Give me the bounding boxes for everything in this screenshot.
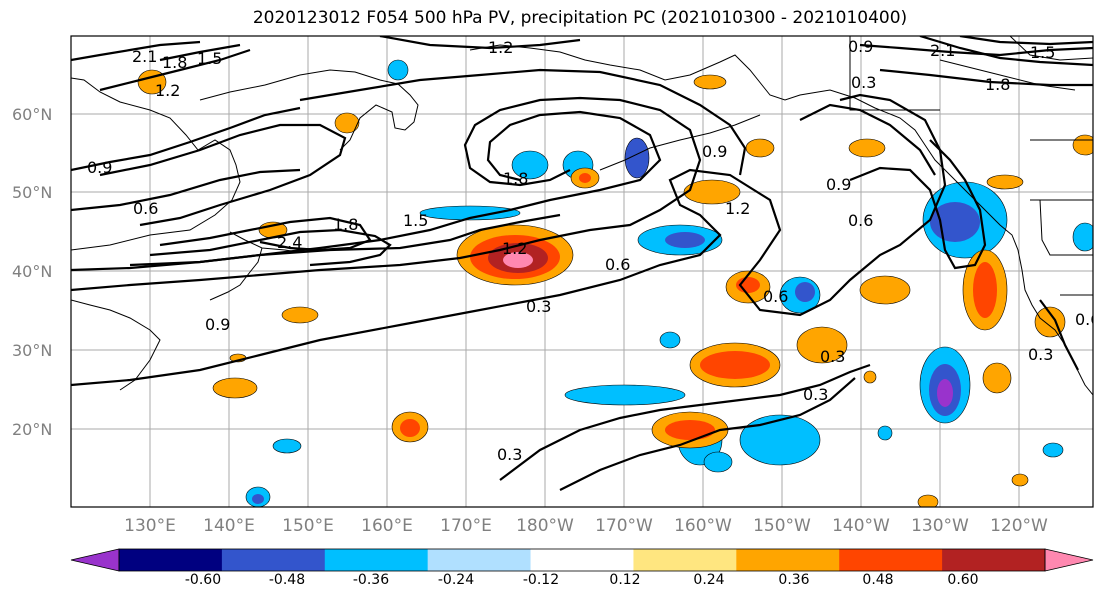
contour-label: 2.1 [930, 41, 955, 60]
coastlines [71, 36, 1093, 396]
colorbar [70, 548, 1094, 572]
contour-label: 0.3 [1028, 345, 1053, 364]
colorbar-segment [427, 549, 532, 571]
contour-label: 2.4 [277, 233, 302, 252]
contour-label: 1.8 [333, 215, 358, 234]
map-frame [70, 35, 1094, 508]
colorbar-segment [633, 549, 737, 571]
lon-label: 130°W [911, 516, 969, 536]
contour-label: 0.9 [848, 37, 873, 56]
contour-label: 0.9 [826, 175, 851, 194]
contour-label: 0.9 [87, 158, 112, 177]
contour-label: 0.3 [803, 385, 828, 404]
lon-label: 130°E [124, 516, 176, 536]
contour-label: 0.6 [133, 199, 158, 218]
colorbar-tick-label: -0.48 [269, 572, 305, 588]
colorbar-segment [942, 549, 1046, 571]
colorbar-tick-label: 0.24 [693, 572, 724, 588]
colorbar-segment [221, 549, 326, 571]
latitude-labels: 60°N 50°N 40°N 30°N 20°N [12, 105, 52, 439]
contour-label: 0.6 [848, 211, 873, 230]
lon-label: 180°W [516, 516, 574, 536]
lon-label: 150°W [753, 516, 811, 536]
contour-label: 0.3 [497, 445, 522, 464]
contour-label: 2.1 [132, 47, 157, 66]
contour-label: 0.3 [851, 73, 876, 92]
colorbar-segment [736, 549, 840, 571]
contour-label: 0.9 [702, 142, 727, 161]
contour-label: 0.6 [1075, 310, 1100, 329]
lon-label: 170°E [440, 516, 492, 536]
lat-label: 60°N [12, 105, 52, 124]
contour-labels: 2.1 1.8 1.5 1.2 1.2 0.9 0.6 1.8 1.5 2.4 … [87, 37, 1100, 464]
lon-label: 120°W [990, 516, 1048, 536]
colorbar-extend-high [1044, 548, 1094, 572]
colorbar-tick-label: 0.48 [862, 572, 893, 588]
contour-label: 0.9 [205, 315, 230, 334]
colorbar-tick-label: 0.60 [947, 572, 978, 588]
colorbar-tick-label: -0.12 [523, 572, 559, 588]
graticule [71, 36, 1093, 507]
colorbar-segment [119, 549, 223, 571]
colorbar-extend-low [70, 548, 120, 572]
colorbar-tick-label: 0.12 [609, 572, 640, 588]
longitude-labels: 130°E 140°E 150°E 160°E 170°E 180°W 170°… [124, 516, 1048, 536]
lon-label: 160°E [361, 516, 413, 536]
colorbar-tick-label: 0.36 [778, 572, 809, 588]
contour-label: 1.8 [503, 169, 528, 188]
colorbar-segment [324, 549, 429, 571]
lat-label: 20°N [12, 420, 52, 439]
pv-contours [71, 36, 1093, 491]
contour-label: 1.2 [155, 81, 180, 100]
map-title: 2020123012 F054 500 hPa PV, precipitatio… [252, 8, 908, 28]
lat-label: 30°N [12, 341, 52, 360]
colorbar-outline [118, 548, 1046, 572]
contour-label: 1.2 [502, 239, 527, 258]
contour-label: 1.8 [162, 53, 187, 72]
contour-label: 1.2 [725, 199, 750, 218]
lat-label: 40°N [12, 262, 52, 281]
lon-label: 150°E [282, 516, 334, 536]
contour-label: 1.5 [403, 211, 428, 230]
colorbar-tick-labels: -0.60 -0.48 -0.36 -0.24 -0.12 0.12 0.24 … [185, 572, 979, 588]
contour-label: 0.3 [526, 297, 551, 316]
colorbar-segment [839, 549, 943, 571]
contour-label: 1.8 [985, 75, 1010, 94]
contour-label: 1.5 [1030, 43, 1055, 62]
contour-label: 0.6 [605, 255, 630, 274]
contour-label: 1.2 [488, 38, 513, 57]
lon-label: 140°W [832, 516, 890, 536]
colorbar-segment [530, 549, 634, 571]
lon-label: 170°W [595, 516, 653, 536]
lon-label: 160°W [674, 516, 732, 536]
colorbar-tick-label: -0.36 [353, 572, 389, 588]
colorbar-tick-label: -0.60 [185, 572, 221, 588]
precip-blob [564, 384, 686, 406]
contour-label: 0.3 [820, 347, 845, 366]
lat-label: 50°N [12, 183, 52, 202]
contour-label: 0.6 [763, 287, 788, 306]
lon-label: 140°E [203, 516, 255, 536]
contour-label: 1.5 [197, 49, 222, 68]
precip-shading [137, 59, 1093, 507]
colorbar-tick-label: -0.24 [438, 572, 474, 588]
